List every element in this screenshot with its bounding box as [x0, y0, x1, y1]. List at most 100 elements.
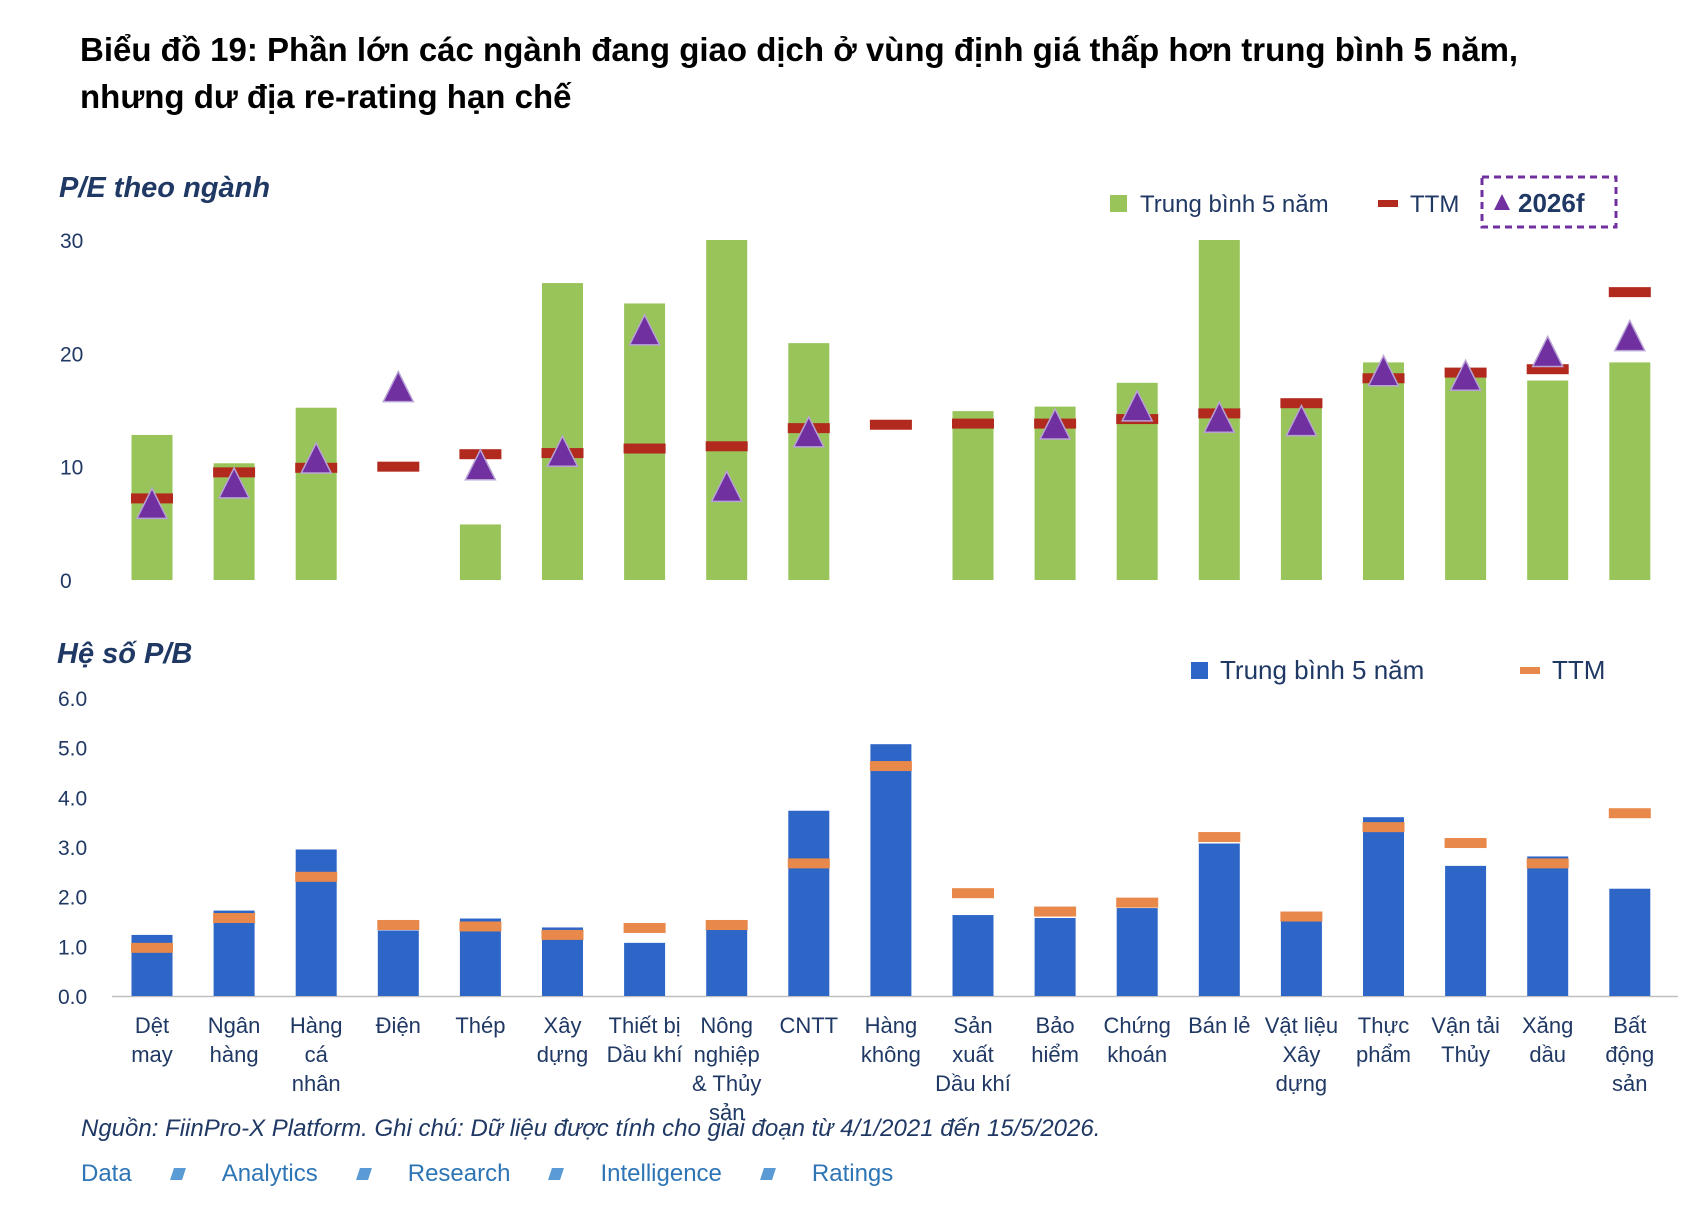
x-axis-category-label-line: dựng — [1276, 1071, 1327, 1096]
x-axis-category-label: Nông nghiệp & Thủy sản — [692, 1013, 761, 1125]
pb-bar-avg5y — [1116, 908, 1158, 996]
x-axis-category-label-line: & Thủy — [692, 1071, 761, 1096]
x-axis-category-label: Thiết bị Dầu khí — [607, 1013, 683, 1067]
pb-marker-ttm — [1526, 858, 1569, 869]
x-axis-category-label-line: sản — [709, 1100, 744, 1125]
x-axis-category-label-line: may — [131, 1042, 173, 1067]
x-axis-category-label-line: hàng — [210, 1042, 259, 1067]
pe-marker-2026f — [1367, 354, 1400, 387]
x-axis-category-label-line: Vận tải — [1431, 1013, 1500, 1038]
pe-legend-label-avg5y: Trung bình 5 năm — [1140, 191, 1329, 218]
pe-marker-2026f — [299, 441, 333, 474]
pb-marker-ttm — [623, 922, 666, 933]
pe-marker-ttm — [623, 443, 666, 454]
x-axis-category-label: Chứng khoán — [1104, 1013, 1171, 1067]
x-axis-category-label-line: Điện — [376, 1013, 421, 1038]
x-axis-category-label-line: Nông — [700, 1013, 753, 1038]
pe-marker-2026f — [135, 486, 169, 520]
pb-marker-ttm — [1280, 911, 1323, 922]
footer-brand-strip: Data Analytics Research Intelligence Rat… — [81, 1160, 893, 1188]
pe-marker-2026f — [792, 415, 826, 448]
pe-y-tick-label: 10 — [60, 457, 83, 480]
x-axis-category-label-line: Thủy — [1441, 1042, 1490, 1067]
pb-marker-ttm — [541, 929, 584, 940]
pb-y-tick-label: 0.0 — [58, 986, 87, 1009]
pe-bar-avg5y — [1527, 380, 1569, 580]
footer-item-analytics: Analytics — [221, 1160, 318, 1187]
x-axis-category-label: Xây dựng — [537, 1013, 588, 1067]
x-axis-category-label-line: xuất — [952, 1042, 994, 1067]
x-axis-category-label-line: Thép — [455, 1013, 505, 1038]
pe-marker-2026f — [628, 313, 661, 346]
x-axis-category-label-line: Bảo — [1036, 1013, 1075, 1038]
x-axis-category-label-line: Bán lẻ — [1188, 1013, 1250, 1038]
x-axis-category-label: Dệt may — [131, 1013, 173, 1067]
pe-bar-avg5y — [459, 524, 501, 580]
x-axis-category-label-line: Vật liệu — [1265, 1013, 1338, 1038]
pb-marker-ttm — [869, 761, 912, 772]
pb-bar-avg5y — [295, 849, 337, 996]
pb-marker-ttm — [1444, 838, 1487, 849]
pe-legend-label-2026f: 2026f — [1518, 188, 1585, 218]
x-axis-category-label: Bán lẻ — [1188, 1013, 1250, 1038]
x-axis-category-label: Hàng không — [861, 1013, 921, 1067]
pb-marker-ttm — [705, 919, 748, 930]
pe-marker-2026f — [710, 469, 743, 503]
pb-bar-avg5y — [870, 744, 912, 996]
pb-bar-avg5y — [624, 942, 666, 996]
x-axis-category-label-line: Hàng — [865, 1013, 918, 1038]
x-axis-category-label-line: Xăng — [1522, 1013, 1573, 1038]
pb-marker-ttm — [787, 858, 830, 869]
x-axis-category-label: Hàng cá nhân — [290, 1013, 343, 1096]
x-axis-category-label-line: Hàng — [290, 1013, 343, 1038]
pb-chart-title: Hệ số P/B — [57, 638, 192, 670]
x-axis-category-label-line: Dầu khí — [607, 1042, 683, 1067]
pb-marker-ttm — [213, 913, 256, 924]
x-axis-category-label: Sản xuất Dầu khí — [935, 1013, 1011, 1096]
pb-bar-avg5y — [952, 915, 994, 996]
pe-y-tick-label: 30 — [60, 230, 83, 253]
x-axis-category-label-line: Ngân — [208, 1013, 261, 1038]
x-axis-category-label: Thép — [455, 1013, 505, 1038]
x-axis-category-label-line: Thiết bị — [609, 1013, 681, 1038]
pb-marker-ttm — [1198, 832, 1241, 843]
pb-y-tick-label: 3.0 — [58, 837, 87, 860]
x-axis-category-label-line: động — [1605, 1042, 1654, 1067]
pb-legend-label-ttm: TTM — [1552, 655, 1605, 685]
x-axis-category-label-line: Bất — [1613, 1013, 1646, 1038]
footer-separator-icon — [355, 1168, 372, 1180]
pe-marker-2026f — [1203, 400, 1236, 433]
pe-legend-swatch-2026f — [1494, 194, 1510, 210]
x-axis-category-label-line: CNTT — [779, 1013, 838, 1038]
pb-marker-ttm — [295, 871, 338, 882]
pb-bar-avg5y — [788, 810, 830, 996]
pb-bar-avg5y — [1034, 918, 1076, 996]
pe-marker-ttm — [377, 461, 420, 472]
pe-y-tick-label: 20 — [60, 343, 83, 366]
pb-legend-label-avg5y: Trung bình 5 năm — [1220, 655, 1424, 685]
pb-bar-avg5y — [1280, 921, 1322, 996]
pb-marker-ttm — [1034, 906, 1077, 917]
pe-marker-ttm — [952, 418, 994, 429]
pe-marker-2026f — [1449, 358, 1482, 392]
pe-bar-avg5y — [706, 240, 748, 580]
x-axis-category-label: Xăng dầu — [1522, 1013, 1573, 1067]
footer-item-data: Data — [81, 1160, 132, 1187]
pe-marker-ttm — [1608, 287, 1651, 298]
pe-bar-avg5y — [1609, 362, 1651, 580]
x-axis-category-label-line: Dệt — [135, 1013, 169, 1038]
pe-marker-2026f — [464, 448, 497, 481]
x-axis-category-label-line: Dầu khí — [935, 1071, 1011, 1096]
x-axis-category-label-line: khoán — [1107, 1042, 1167, 1067]
chart-title-line-2: nhưng dư địa re-rating hạn chế — [80, 78, 572, 115]
pe-marker-2026f — [382, 369, 415, 403]
pe-marker-2026f — [1120, 389, 1154, 422]
x-axis-category-label-line: Thực — [1358, 1013, 1409, 1038]
pb-marker-ttm — [377, 919, 420, 930]
pb-marker-ttm — [1116, 897, 1159, 908]
pb-bar-avg5y — [706, 929, 748, 996]
pb-bar-avg5y — [1198, 843, 1240, 996]
x-axis-category-label-line: dầu — [1529, 1042, 1566, 1067]
pb-marker-ttm — [459, 921, 502, 932]
pe-bar-avg5y — [1363, 362, 1404, 580]
